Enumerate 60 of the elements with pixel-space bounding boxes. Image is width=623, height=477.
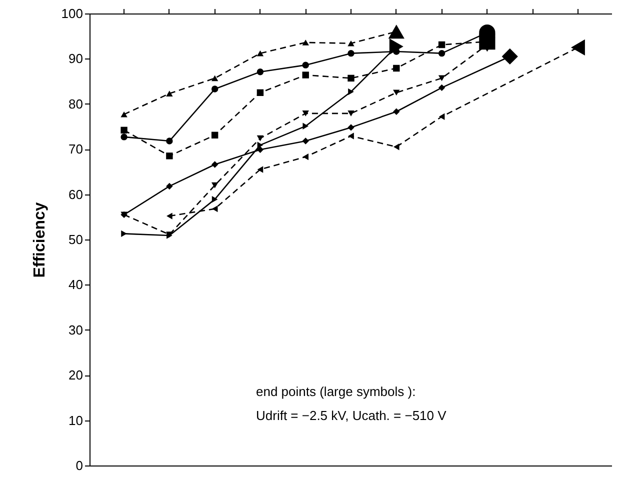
point xyxy=(438,113,445,120)
point xyxy=(211,75,218,82)
point xyxy=(120,111,128,118)
point xyxy=(348,40,354,46)
point xyxy=(121,230,127,238)
point xyxy=(302,72,309,78)
point xyxy=(302,153,309,160)
point xyxy=(212,205,218,212)
y-tick-label: 40 xyxy=(68,277,83,292)
point xyxy=(348,74,354,82)
point xyxy=(211,86,218,92)
annotation: Udrift = −2.5 kV, Ucath. = −510 V xyxy=(256,408,447,423)
y-tick-label: 70 xyxy=(68,142,83,157)
point xyxy=(120,126,128,134)
point xyxy=(166,182,173,190)
point xyxy=(257,166,264,173)
point xyxy=(393,90,400,96)
point xyxy=(120,134,128,140)
point xyxy=(166,152,173,160)
y-tick-label: 30 xyxy=(68,322,83,338)
point xyxy=(302,110,309,116)
point xyxy=(348,110,354,116)
point xyxy=(302,138,309,144)
y-tick-label: 80 xyxy=(68,96,83,112)
point xyxy=(211,182,218,188)
point xyxy=(438,41,446,48)
y-tick-label: 90 xyxy=(68,51,83,66)
point xyxy=(393,144,400,150)
y-tick-label: 10 xyxy=(68,412,83,428)
point xyxy=(211,161,218,168)
point xyxy=(256,135,264,142)
point xyxy=(438,50,446,57)
point xyxy=(348,124,354,131)
y-axis-title: Efficiency xyxy=(31,202,48,278)
point xyxy=(438,75,446,82)
point xyxy=(256,89,264,96)
y-tick-label: 0 xyxy=(76,458,83,473)
point xyxy=(438,84,446,92)
point xyxy=(257,142,264,148)
point xyxy=(348,50,354,57)
point xyxy=(166,138,173,144)
point xyxy=(348,88,354,96)
point xyxy=(166,212,172,220)
point xyxy=(348,132,354,140)
y-tick-label: 100 xyxy=(61,6,83,21)
y-tick-label: 50 xyxy=(68,232,83,247)
annotation: end points (large symbols ): xyxy=(256,384,416,399)
point xyxy=(302,122,309,130)
y-tick-label: 20 xyxy=(68,368,83,383)
point xyxy=(256,146,264,153)
point xyxy=(212,196,218,203)
point xyxy=(256,50,264,56)
point xyxy=(393,64,400,72)
point xyxy=(302,40,309,46)
point xyxy=(211,132,218,138)
point xyxy=(393,108,400,115)
point xyxy=(256,68,264,76)
point xyxy=(302,62,309,68)
point xyxy=(166,90,173,96)
y-tick-label: 60 xyxy=(68,186,83,202)
